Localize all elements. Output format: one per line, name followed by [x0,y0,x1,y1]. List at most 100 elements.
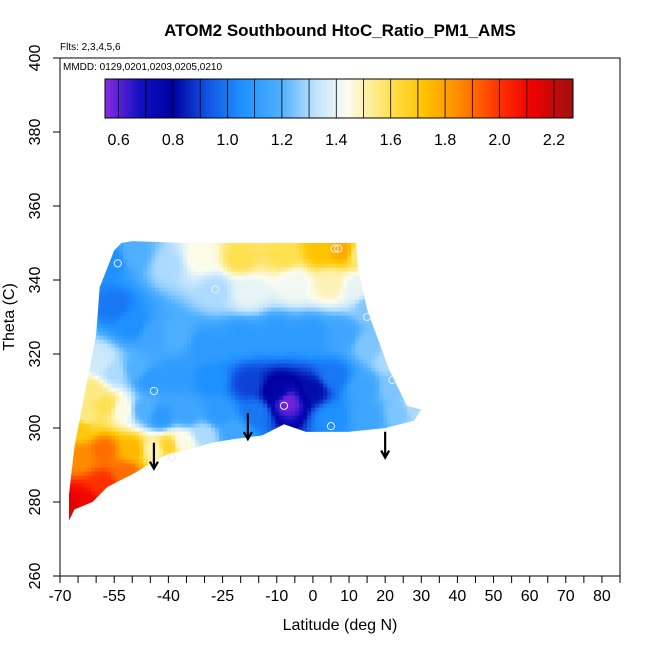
heatmap-cell [69,375,72,380]
heatmap-cell [211,403,216,408]
heatmap-cell [259,287,264,292]
heatmap-cell [151,271,156,276]
heatmap-cell [419,295,422,300]
heatmap-cell [407,415,412,420]
heatmap-cell [291,247,296,252]
heatmap-cell [139,355,144,360]
heatmap-cell [143,263,148,268]
heatmap-cell [143,451,148,456]
heatmap-cell [95,279,100,284]
heatmap-cell [187,423,192,428]
heatmap-cell [227,236,231,240]
heatmap-cell [175,247,180,252]
heatmap-cell [115,383,120,388]
heatmap-cell [159,411,164,416]
heatmap-cell [255,275,260,280]
heatmap-cell [71,319,76,324]
heatmap-cell [271,255,276,260]
heatmap-cell [187,387,192,392]
heatmap-cell [83,387,88,392]
heatmap-cell [363,259,368,264]
heatmap-cell [343,323,348,328]
heatmap-cell [347,319,352,324]
heatmap-cell [331,343,336,348]
heatmap-cell [251,315,256,320]
heatmap-cell [91,287,96,292]
heatmap-cell [263,387,268,392]
heatmap-cell [399,403,404,408]
heatmap-cell [95,327,100,332]
heatmap-cell [123,415,128,420]
heatmap-cell [99,287,104,292]
heatmap-cell [387,236,391,240]
heatmap-cell [419,259,422,264]
heatmap-cell [371,427,376,432]
heatmap-cell [95,443,100,448]
heatmap-cell [99,451,104,456]
heatmap-cell [315,447,320,452]
heatmap-cell [415,399,420,404]
heatmap-cell [391,271,396,276]
heatmap-cell [315,241,320,244]
heatmap-cell [355,427,360,432]
heatmap-cell [147,303,152,308]
heatmap-cell [99,387,104,392]
heatmap-cell [315,355,320,360]
heatmap-cell [123,419,128,424]
heatmap-cell [83,267,88,272]
heatmap-cell [279,439,284,444]
heatmap-cell [271,339,276,344]
heatmap-cell [119,307,124,312]
heatmap-cell [367,411,372,416]
heatmap-cell [307,375,312,380]
heatmap-cell [131,431,136,436]
heatmap-cell [395,399,400,404]
heatmap-cell [179,339,184,344]
heatmap-cell [407,327,412,332]
heatmap-cell [251,375,256,380]
heatmap-cell [343,299,348,304]
heatmap-cell [215,367,220,372]
heatmap-cell [191,455,196,460]
heatmap-cell [191,315,196,320]
heatmap-cell [303,411,308,416]
heatmap-cell [347,291,352,296]
heatmap-cell [123,423,128,428]
heatmap-cell [271,299,276,304]
heatmap-cell [243,379,248,384]
heatmap-cell [239,435,244,440]
heatmap-cell [115,339,120,344]
heatmap-cell [143,415,148,420]
heatmap-cell [375,299,380,304]
heatmap-cell [231,283,236,288]
heatmap-cell [347,451,352,456]
heatmap-cell [407,236,411,240]
heatmap-cell [179,271,184,276]
heatmap-cell [299,359,304,364]
heatmap-cell [167,347,172,352]
heatmap-cell [395,259,400,264]
heatmap-cell [247,255,252,260]
heatmap-cell [259,275,264,280]
heatmap-cell [347,443,352,448]
heatmap-cell [99,359,104,364]
heatmap-cell [87,241,92,244]
heatmap-cell [399,311,404,316]
heatmap-cell [299,351,304,356]
heatmap-cell [191,427,196,432]
heatmap-cell [279,375,284,380]
heatmap-cell [423,256,427,260]
heatmap-cell [319,241,324,244]
heatmap-cell [299,331,304,336]
heatmap-cell [235,263,240,268]
heatmap-cell [311,263,316,268]
heatmap-cell [87,363,92,368]
heatmap-cell [99,407,104,412]
heatmap-cell [339,259,344,264]
heatmap-cell [183,359,188,364]
heatmap-cell [119,315,124,320]
heatmap-cell [407,399,412,404]
heatmap-cell [323,319,328,324]
heatmap-cell [423,288,427,292]
heatmap-cell [315,363,320,368]
